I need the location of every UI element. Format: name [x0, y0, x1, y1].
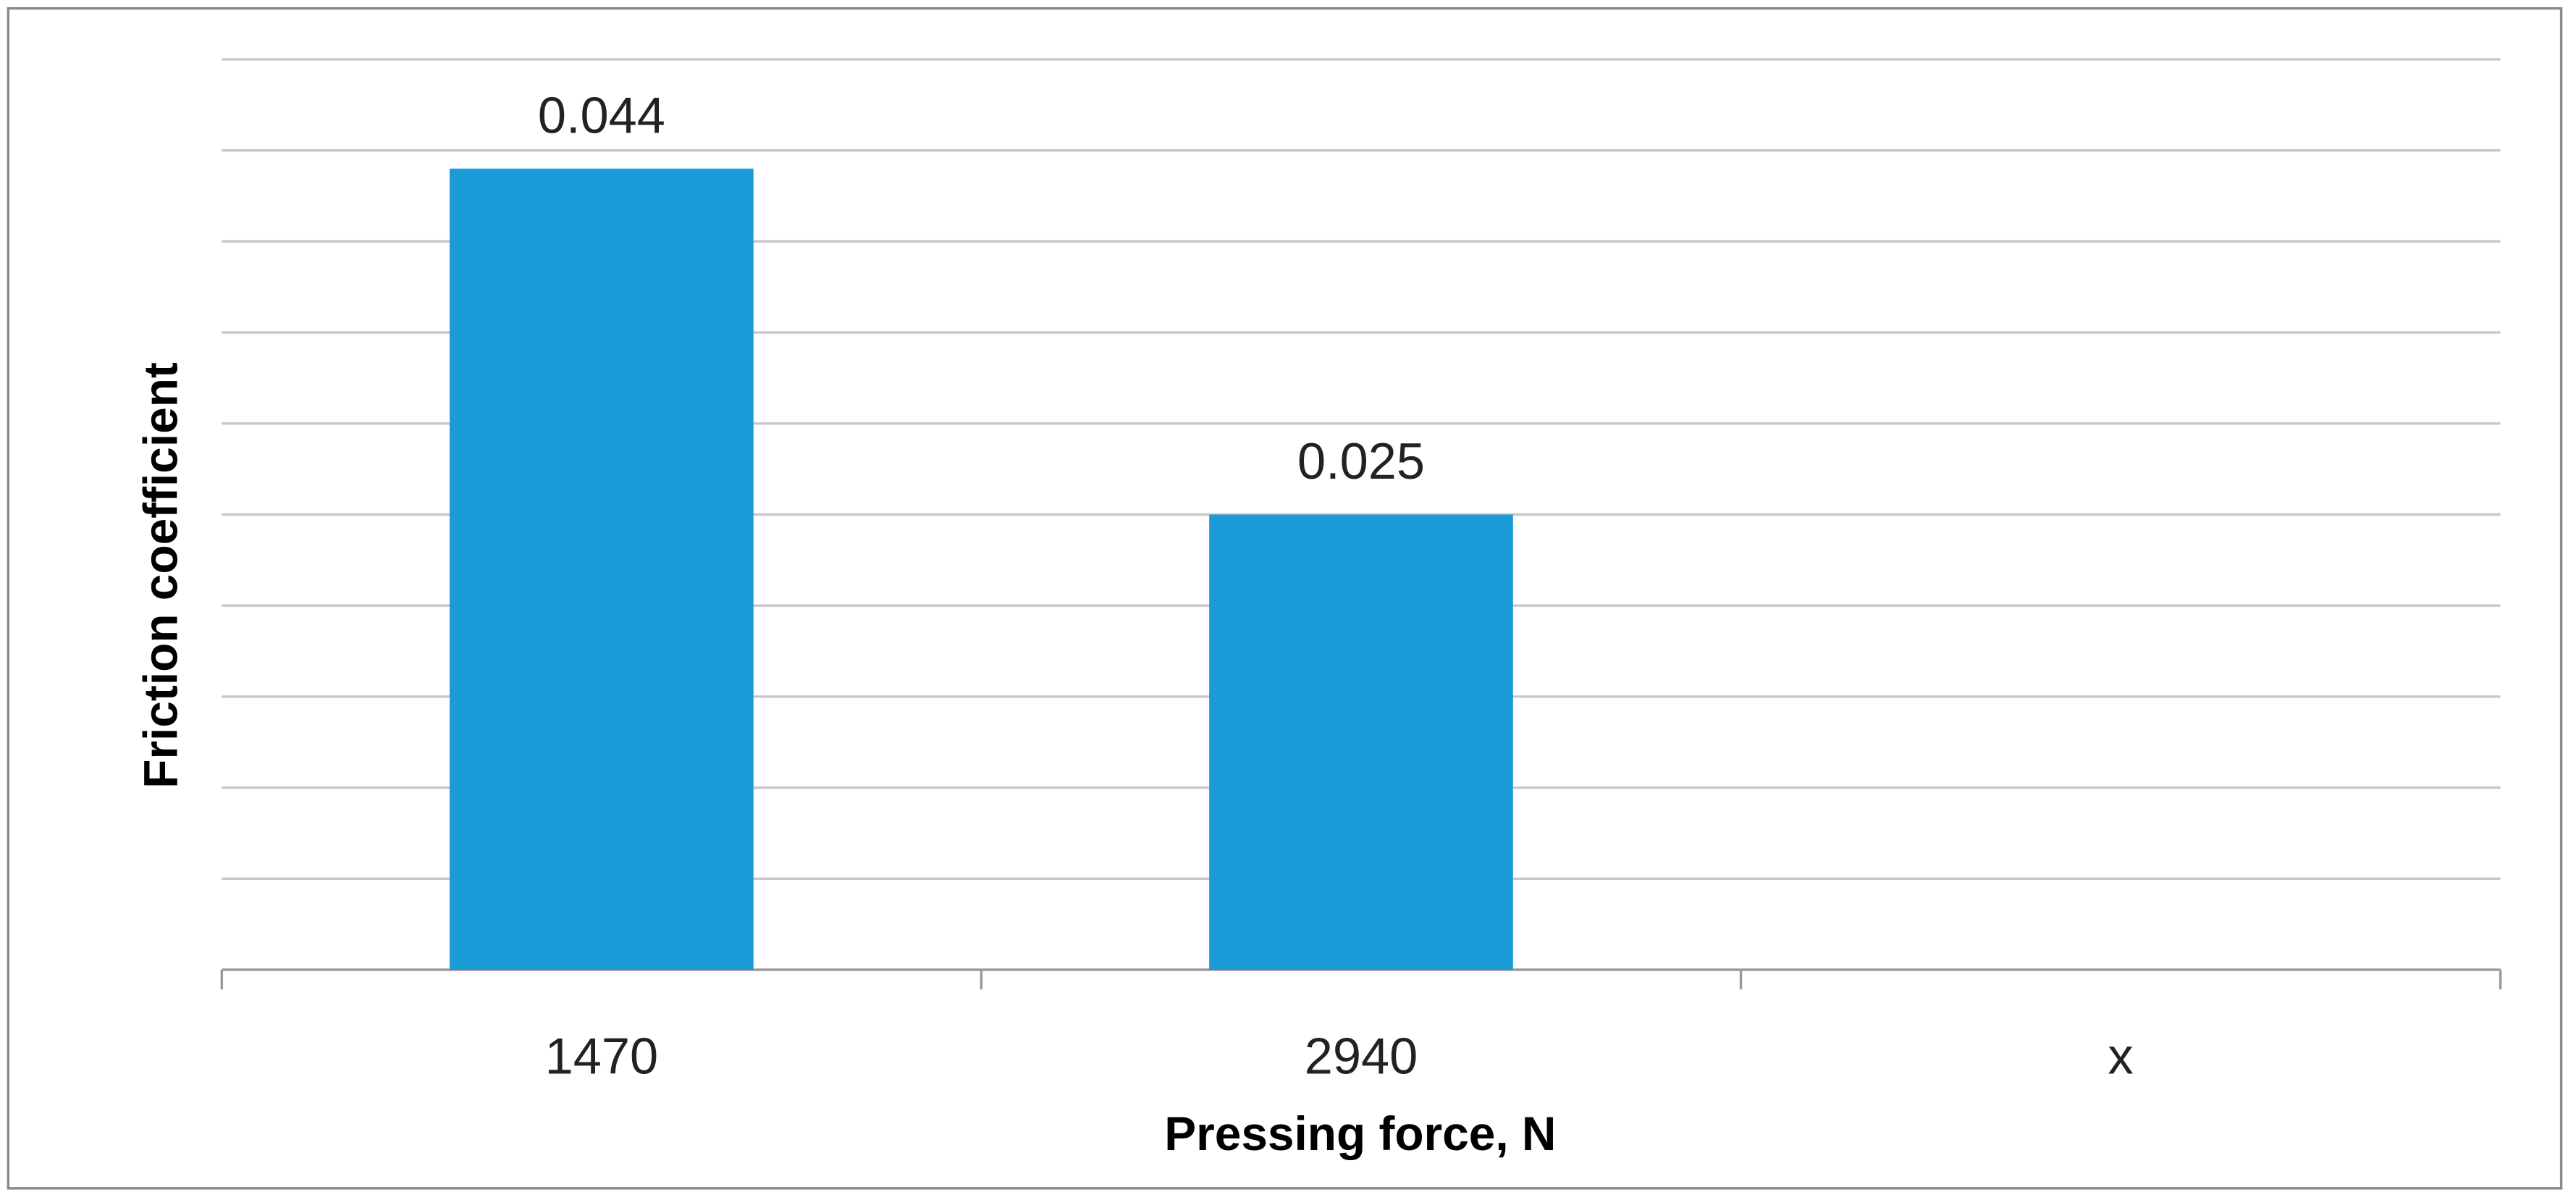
- y-axis-title: Friction coefficient: [133, 362, 187, 789]
- data-label: 0.044: [538, 86, 665, 143]
- x-axis-title: Pressing force, N: [1164, 1107, 1556, 1160]
- x-tick-label: 2940: [1305, 1027, 1418, 1084]
- bar: [1209, 514, 1513, 970]
- x-tick-label: x: [2108, 1027, 2133, 1084]
- data-label: 0.025: [1297, 432, 1425, 490]
- x-tick-label: 1470: [545, 1027, 658, 1084]
- bar: [450, 168, 754, 970]
